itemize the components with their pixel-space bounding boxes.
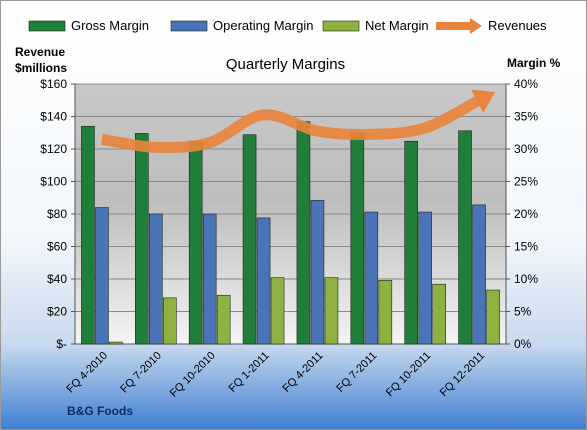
bar-net-margin	[270, 277, 285, 345]
legend-label: Revenues	[488, 18, 547, 33]
legend-label: Operating Margin	[213, 18, 313, 33]
left-axis-tick-label: $40	[47, 272, 67, 286]
category-label: FQ 1-2011	[227, 350, 272, 395]
bar-operating-margin	[149, 213, 163, 345]
bar-operating-margin	[310, 200, 325, 345]
left-axis-tick-label: $80	[47, 207, 67, 221]
category-label: FQ 7-2011	[334, 350, 379, 395]
bar-gross-margin	[81, 125, 95, 345]
right-axis-tick-label: 40%	[514, 77, 538, 91]
chart-title: Quarterly Margins	[226, 56, 345, 73]
left-axis-tick-label: $60	[47, 240, 67, 254]
bar-net-margin	[486, 289, 500, 345]
bar-gross-margin	[242, 134, 257, 345]
left-axis-title-line1: Revenue	[15, 45, 65, 59]
legend-label: Gross Margin	[71, 18, 149, 33]
left-axis-tick-label: $140	[40, 110, 67, 124]
left-axis-tick-label: $160	[40, 77, 67, 91]
bar-operating-margin	[472, 204, 486, 345]
bar-net-margin	[378, 279, 393, 345]
left-axis-tick-label: $120	[40, 142, 67, 156]
bar-operating-margin	[364, 211, 379, 345]
left-axis-tick-label: $100	[40, 175, 67, 189]
bar-operating-margin	[256, 217, 271, 345]
bar-gross-margin	[188, 140, 203, 345]
right-axis-tick-label: 15%	[514, 240, 538, 254]
legend-swatch-net-margin	[322, 20, 360, 32]
bar-net-margin	[163, 297, 177, 345]
legend-label: Net Margin	[365, 18, 429, 33]
bar-gross-margin	[404, 140, 418, 345]
category-label: FQ 4-2011	[280, 350, 325, 395]
category-label: FQ 10-2011	[384, 350, 433, 399]
bar-gross-margin	[296, 121, 311, 345]
legend-swatch-gross-margin	[28, 20, 66, 32]
bar-net-margin	[324, 277, 339, 345]
legend-swatch-operating-margin	[170, 20, 208, 32]
left-axis-title-line2: $millions	[15, 61, 67, 75]
revenue-arrowhead	[471, 89, 496, 113]
legend-arrowhead	[470, 18, 482, 34]
right-axis-tick-label: 20%	[514, 207, 538, 221]
category-label: FQ 12-2011	[438, 350, 487, 399]
bar-operating-margin	[418, 211, 432, 345]
right-axis-tick-label: 25%	[514, 175, 538, 189]
left-axis-tick-label: $-	[56, 337, 67, 351]
bar-gross-margin	[458, 130, 472, 345]
bar-gross-margin	[350, 131, 365, 345]
bar-operating-margin	[202, 213, 217, 345]
right-axis-tick-label: 0%	[514, 337, 532, 351]
bar-net-margin	[432, 283, 446, 345]
right-axis-title: Margin %	[507, 56, 561, 70]
bar-net-margin	[109, 341, 123, 345]
category-label: FQ 7-2010	[118, 350, 164, 396]
revenue-line	[101, 95, 482, 154]
category-label: FQ 4-2010	[64, 350, 110, 396]
right-axis-tick-label: 35%	[514, 110, 538, 124]
bar-net-margin	[216, 294, 231, 345]
category-label: FQ 10-2010	[168, 350, 218, 400]
bar-operating-margin	[95, 207, 109, 345]
right-axis-tick-label: 5%	[514, 305, 532, 319]
bar-gross-margin	[135, 133, 149, 345]
left-axis-tick-label: $20	[47, 305, 67, 319]
right-axis-tick-label: 30%	[514, 142, 538, 156]
right-axis-tick-label: 10%	[514, 272, 538, 286]
footer-label: B&G Foods	[67, 404, 133, 418]
